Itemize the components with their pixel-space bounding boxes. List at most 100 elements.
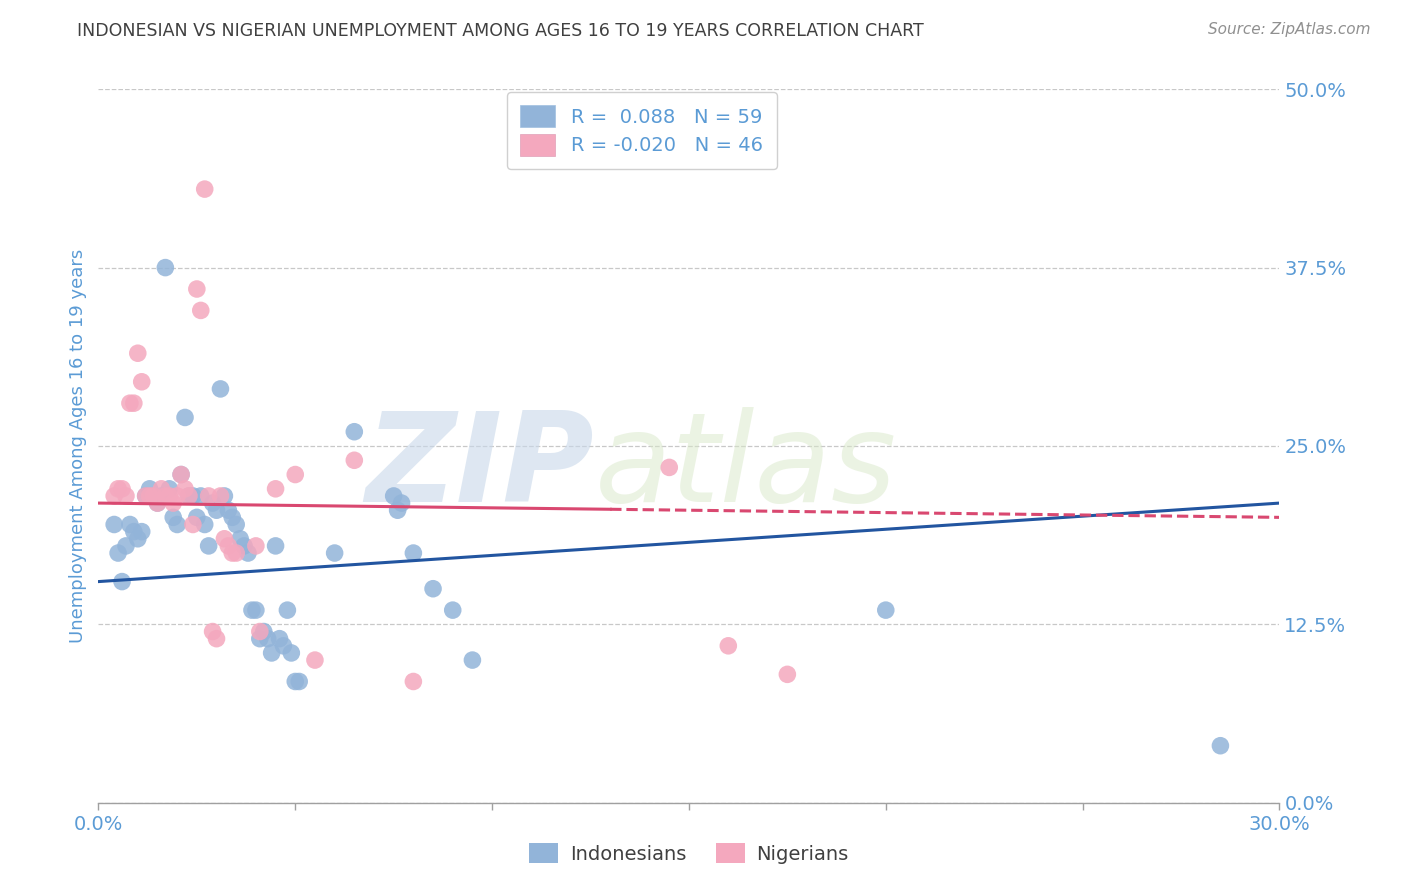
Point — [304, 653, 326, 667]
Point — [205, 503, 228, 517]
Point — [221, 546, 243, 560]
Point — [138, 482, 160, 496]
Point — [201, 496, 224, 510]
Point — [382, 489, 405, 503]
Point — [170, 467, 193, 482]
Point — [422, 582, 444, 596]
Point — [249, 624, 271, 639]
Point — [122, 396, 145, 410]
Point — [111, 482, 134, 496]
Point — [103, 489, 125, 503]
Point — [186, 510, 208, 524]
Point — [245, 539, 267, 553]
Point — [115, 489, 138, 503]
Point — [441, 603, 464, 617]
Point — [875, 603, 897, 617]
Point — [214, 489, 236, 503]
Point — [260, 646, 283, 660]
Point — [122, 524, 145, 539]
Point — [240, 603, 263, 617]
Point — [256, 632, 278, 646]
Point — [177, 489, 200, 503]
Point — [186, 282, 208, 296]
Point — [162, 510, 184, 524]
Point — [197, 539, 219, 553]
Point — [387, 503, 409, 517]
Point — [174, 482, 197, 496]
Point — [135, 489, 157, 503]
Point — [181, 517, 204, 532]
Point — [276, 603, 298, 617]
Point — [280, 646, 302, 660]
Point — [273, 639, 295, 653]
Point — [402, 674, 425, 689]
Point — [214, 532, 236, 546]
Point — [284, 467, 307, 482]
Point — [225, 546, 247, 560]
Point — [1209, 739, 1232, 753]
Point — [118, 396, 141, 410]
Point — [209, 382, 232, 396]
Point — [197, 489, 219, 503]
Point — [391, 496, 413, 510]
Point — [190, 489, 212, 503]
Point — [284, 674, 307, 689]
Point — [138, 489, 160, 503]
Point — [221, 510, 243, 524]
Point — [131, 524, 153, 539]
Point — [658, 460, 681, 475]
Point — [103, 517, 125, 532]
Point — [127, 346, 149, 360]
Point — [245, 603, 267, 617]
Point — [166, 489, 188, 503]
Point — [217, 503, 239, 517]
Point — [157, 482, 180, 496]
Point — [146, 496, 169, 510]
Point — [264, 539, 287, 553]
Point — [201, 624, 224, 639]
Point — [111, 574, 134, 589]
Point — [174, 410, 197, 425]
Point — [264, 482, 287, 496]
Point — [461, 653, 484, 667]
Point — [233, 539, 256, 553]
Point — [162, 496, 184, 510]
Text: ZIP: ZIP — [366, 407, 595, 528]
Point — [402, 546, 425, 560]
Legend: Indonesians, Nigerians: Indonesians, Nigerians — [522, 836, 856, 871]
Point — [127, 532, 149, 546]
Point — [155, 489, 177, 503]
Point — [323, 546, 346, 560]
Point — [343, 453, 366, 467]
Point — [776, 667, 799, 681]
Point — [131, 375, 153, 389]
Point — [146, 496, 169, 510]
Point — [288, 674, 311, 689]
Point — [205, 632, 228, 646]
Point — [155, 260, 177, 275]
Point — [166, 517, 188, 532]
Point — [115, 539, 138, 553]
Text: Source: ZipAtlas.com: Source: ZipAtlas.com — [1208, 22, 1371, 37]
Y-axis label: Unemployment Among Ages 16 to 19 years: Unemployment Among Ages 16 to 19 years — [69, 249, 87, 643]
Point — [190, 303, 212, 318]
Point — [181, 489, 204, 503]
Point — [118, 517, 141, 532]
Point — [107, 482, 129, 496]
Point — [217, 539, 239, 553]
Point — [225, 517, 247, 532]
Point — [157, 489, 180, 503]
Point — [194, 517, 217, 532]
Point — [150, 489, 173, 503]
Text: atlas: atlas — [595, 407, 897, 528]
Point — [177, 489, 200, 503]
Point — [269, 632, 291, 646]
Point — [194, 182, 217, 196]
Point — [142, 489, 165, 503]
Point — [343, 425, 366, 439]
Point — [107, 546, 129, 560]
Point — [150, 482, 173, 496]
Point — [209, 489, 232, 503]
Point — [142, 489, 165, 503]
Point — [236, 546, 259, 560]
